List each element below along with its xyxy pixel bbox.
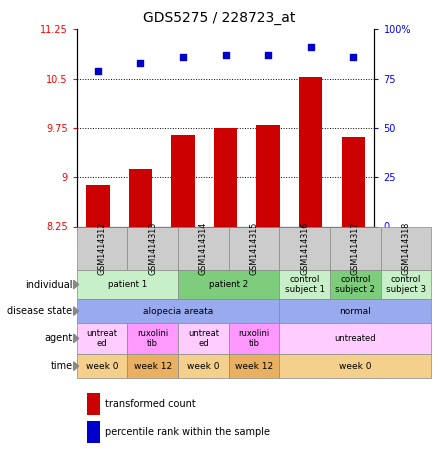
Text: GSM1414313: GSM1414313 [148, 222, 157, 275]
Text: GSM1414312: GSM1414312 [98, 222, 106, 275]
Text: week 0: week 0 [187, 361, 219, 371]
Bar [86, 185, 110, 226]
Bar [279, 299, 431, 323]
Text: disease state: disease state [7, 306, 73, 316]
Text: week 12: week 12 [235, 361, 273, 371]
Text: untreat
ed: untreat ed [86, 329, 117, 348]
Text: normal: normal [339, 307, 371, 316]
Text: GDS5275 / 228723_at: GDS5275 / 228723_at [143, 11, 295, 25]
Text: patient 2: patient 2 [209, 280, 248, 289]
Bar [127, 323, 178, 354]
Bar [86, 421, 99, 443]
Text: percentile rank within the sample: percentile rank within the sample [105, 427, 270, 437]
Bar [279, 354, 431, 378]
Text: GSM1414317: GSM1414317 [351, 222, 360, 275]
Bar [342, 136, 365, 226]
Text: ruxolini
tib: ruxolini tib [137, 329, 168, 348]
Polygon shape [74, 362, 79, 371]
Point [95, 67, 102, 74]
Point [307, 43, 314, 51]
Bar [214, 128, 237, 226]
Text: patient 1: patient 1 [108, 280, 147, 289]
Bar [299, 77, 322, 226]
Text: control
subject 3: control subject 3 [386, 275, 426, 294]
Text: agent: agent [44, 333, 73, 343]
Text: GSM1414315: GSM1414315 [250, 222, 258, 275]
Bar [86, 393, 99, 415]
Text: GSM1414318: GSM1414318 [402, 222, 410, 275]
Text: control
subject 2: control subject 2 [336, 275, 375, 294]
Text: untreated: untreated [335, 334, 376, 343]
Bar [178, 226, 229, 270]
Bar [330, 226, 381, 270]
Bar [77, 323, 127, 354]
Point [350, 53, 357, 61]
Bar [279, 270, 330, 299]
Bar [256, 125, 280, 226]
Bar [129, 169, 152, 226]
Polygon shape [74, 334, 79, 342]
Bar [178, 323, 229, 354]
Bar [229, 323, 279, 354]
Polygon shape [74, 280, 79, 289]
Bar [178, 270, 279, 299]
Bar [279, 226, 330, 270]
Point [222, 52, 229, 59]
Bar [171, 135, 195, 226]
Bar [77, 226, 127, 270]
Text: control
subject 1: control subject 1 [285, 275, 325, 294]
Text: week 0: week 0 [86, 361, 118, 371]
Bar [229, 354, 279, 378]
Text: GSM1414314: GSM1414314 [199, 222, 208, 275]
Bar [77, 354, 127, 378]
Bar [178, 354, 229, 378]
Text: individual: individual [25, 280, 73, 289]
Text: alopecia areata: alopecia areata [143, 307, 213, 316]
Text: GSM1414316: GSM1414316 [300, 222, 309, 275]
Bar [127, 354, 178, 378]
Text: ruxolini
tib: ruxolini tib [238, 329, 270, 348]
Text: transformed count: transformed count [105, 399, 196, 409]
Point [137, 59, 144, 67]
Point [265, 52, 272, 59]
Bar [77, 299, 279, 323]
Bar [381, 270, 431, 299]
Text: week 0: week 0 [339, 361, 372, 371]
Bar [279, 323, 431, 354]
Bar [330, 270, 381, 299]
Polygon shape [74, 307, 79, 315]
Bar [77, 270, 178, 299]
Bar [381, 226, 431, 270]
Point [180, 53, 187, 61]
Text: time: time [50, 361, 73, 371]
Text: untreat
ed: untreat ed [188, 329, 219, 348]
Text: week 12: week 12 [134, 361, 172, 371]
Bar [229, 226, 279, 270]
Bar [127, 226, 178, 270]
